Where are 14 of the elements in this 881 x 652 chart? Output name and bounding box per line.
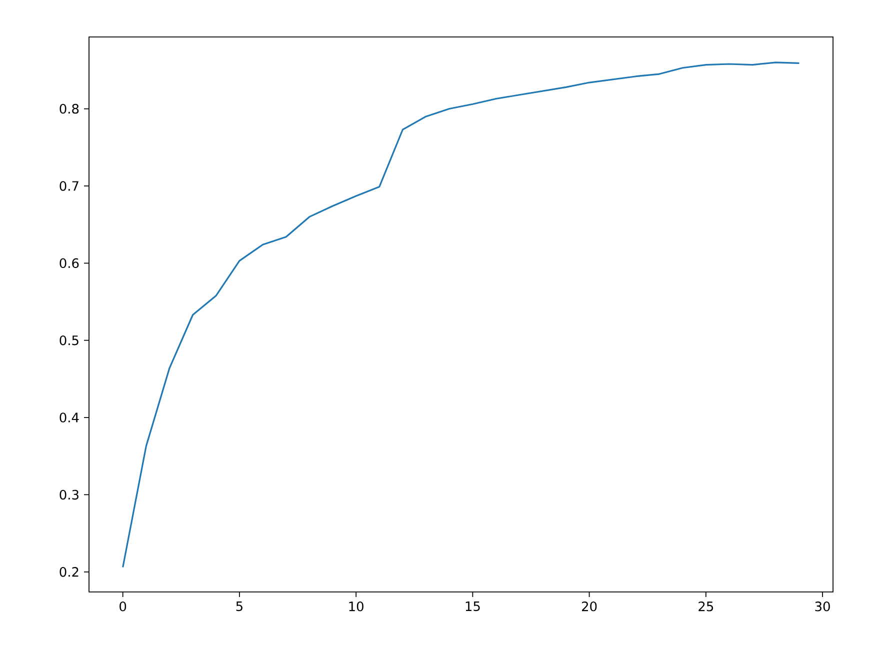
y-tick-label: 0.6: [60, 258, 79, 268]
y-tick-label: 0.5: [60, 335, 78, 346]
y-tick-label: 0.3: [60, 490, 78, 500]
x-tick-label: 30: [815, 602, 830, 612]
x-tick-label: 10: [349, 602, 364, 612]
x-tick-label: 15: [466, 602, 480, 612]
y-tick-label: 0.8: [60, 104, 79, 114]
x-tick-label: 20: [582, 602, 597, 612]
y-tick-label: 0.2: [60, 567, 78, 577]
y-tick-label: 0.4: [60, 412, 79, 422]
x-tick-label: 0: [120, 602, 126, 612]
x-tick-label: 25: [698, 602, 714, 612]
x-tick-label: 5: [236, 602, 242, 612]
y-tick-label: 0.7: [60, 181, 78, 191]
